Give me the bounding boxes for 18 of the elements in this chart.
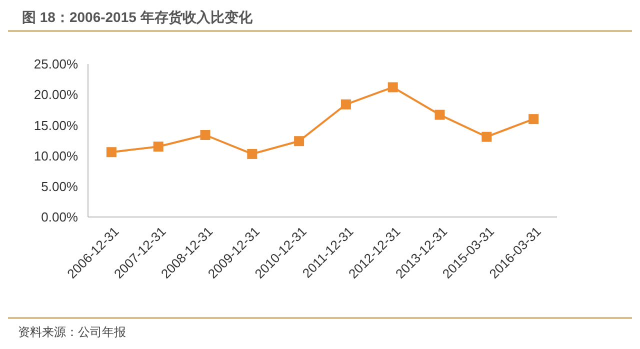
y-tick-label: 5.00% — [41, 178, 78, 194]
point — [434, 110, 445, 120]
point — [340, 99, 351, 110]
y-tick-label: 20.00% — [34, 87, 78, 102]
point — [482, 132, 492, 142]
y-tick-label: 10.00% — [34, 148, 78, 164]
point — [200, 130, 210, 140]
y-tick-label: 25.00% — [34, 56, 78, 72]
text: 资料来源：公司年报 — [18, 325, 126, 339]
point — [247, 148, 258, 159]
point — [388, 82, 398, 92]
point — [153, 142, 164, 152]
chart-title: 图 18：2006-2015 年存货收入比变化 — [22, 9, 254, 25]
y-tick-label: 0.00% — [41, 210, 78, 225]
point — [294, 136, 304, 146]
y-tick-label: 15.00% — [34, 118, 78, 133]
point — [528, 114, 539, 124]
point — [106, 147, 116, 158]
